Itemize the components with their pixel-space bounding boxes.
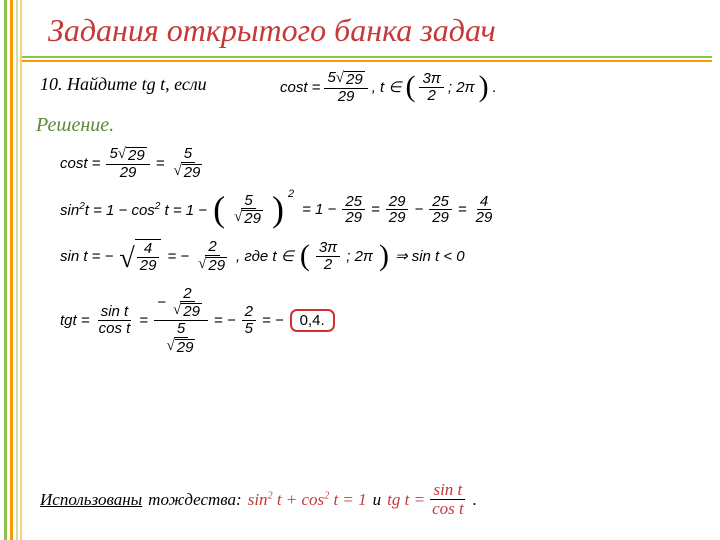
left-accent-stripes <box>0 0 22 540</box>
line-3: sin t = − √429 = − 2√29 , где t ∈ ( 3π2 … <box>60 239 495 274</box>
used-label: Использованы <box>40 490 142 510</box>
problem-statement: 10. Найдите tg t, если <box>40 74 207 95</box>
open-paren: ( <box>405 75 415 99</box>
line-2: sin2t = 1 − cos2 t = 1 − ( 5√29 )2 = 1 −… <box>60 193 495 228</box>
dot: . <box>493 79 497 96</box>
solution-work: cost = 5√2929 = 5√29 sin2t = 1 − cos2 t … <box>60 146 495 356</box>
solution-label: Решение. <box>36 114 114 137</box>
interval-end: ; 2π <box>448 79 475 96</box>
problem-condition: cost = 5√29 29 , t ∈ ( 3π 2 ; 2π ) . <box>280 70 497 105</box>
identity-2: tg t = sin tcos t <box>387 481 467 518</box>
final-answer-box: 0,4. <box>290 309 335 332</box>
line-1: cost = 5√2929 = 5√29 <box>60 146 495 181</box>
close-paren: ) <box>479 75 489 99</box>
cos-label: cost = <box>280 79 320 96</box>
line-4: tgt = sin tcos t = − 2√29 5√29 = − 25 = … <box>60 286 495 356</box>
top-accent-stripes <box>22 56 712 64</box>
identities-footer: Использованы тождества: sin2 t + cos2 t … <box>40 481 690 518</box>
identity-1: sin2 t + cos2 t = 1 <box>248 490 367 510</box>
page-title: Задания открытого банка задач <box>48 12 712 49</box>
t-in-label: , t ∈ <box>372 78 402 96</box>
frac-5sqrt29-29: 5√29 29 <box>324 70 367 105</box>
frac-3pi-2: 3π 2 <box>419 71 443 104</box>
